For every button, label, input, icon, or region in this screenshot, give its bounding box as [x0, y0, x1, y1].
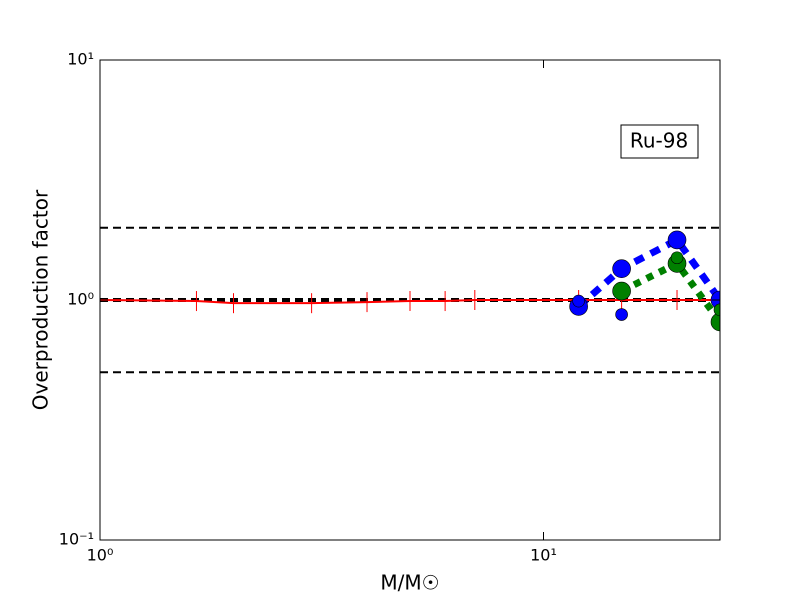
x-axis-label: M/M☉ [380, 571, 439, 595]
annotation: Ru-98 [630, 129, 688, 153]
series-line [100, 299, 720, 305]
series [670, 251, 720, 317]
y-axis-label: Overproduction factor [29, 189, 53, 410]
annotation-box [620, 124, 699, 159]
marker [615, 308, 628, 321]
x-tick-label: 10⁰ [87, 546, 114, 565]
x-tick-label: 10¹ [530, 546, 557, 565]
marker [667, 230, 687, 250]
marker [670, 251, 684, 265]
marker [710, 312, 720, 332]
y-tick-label: 10⁻¹ [59, 530, 94, 549]
marker [612, 281, 631, 301]
y-tick-label: 10¹ [67, 50, 94, 69]
series [572, 294, 628, 321]
marker [713, 303, 720, 317]
y-tick-label: 10⁰ [67, 290, 94, 309]
marker [572, 294, 585, 308]
marker [612, 259, 631, 279]
